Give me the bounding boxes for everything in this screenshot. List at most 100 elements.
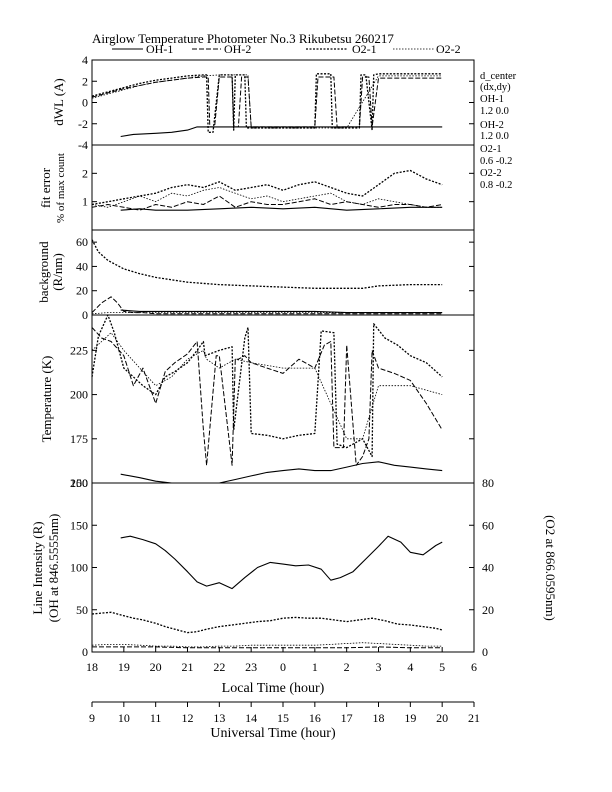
local-time-tick: 1 [312,660,318,674]
y-tick-label: 0 [82,645,88,659]
universal-time-tick: 16 [309,711,321,725]
side-entry-values: 1.2 0.0 [480,131,509,142]
y-axis-label: background [36,241,51,303]
universal-time-tick: 15 [277,711,289,725]
legend-label-o2-1: O2-1 [352,42,377,56]
series-o2-1-line [91,239,443,289]
universal-time-tick: 19 [404,711,416,725]
series-o2-2-line [91,332,443,440]
series-o2-1-line [91,73,443,133]
local-time-tick: 4 [407,660,413,674]
y-axis-label-2: (R/nm) [50,253,65,291]
series-oh-2-line [91,195,443,211]
y-tick-label: -4 [78,138,88,152]
universal-time-tick: 18 [373,711,385,725]
legend-label-oh-2: OH-2 [224,42,251,56]
chart-title: Airglow Temperature Photometer No.3 Riku… [92,31,394,46]
universal-time-tick: 9 [89,711,95,725]
y-axis-label: dWL (A) [51,78,66,126]
local-time-tick: 23 [245,660,257,674]
y-tick-label: 150 [70,518,88,532]
local-time-tick: 22 [213,660,225,674]
universal-time-tick: 14 [245,711,257,725]
side-header: d_center [480,71,517,82]
side-header-2: (dx,dy) [480,82,511,93]
series-oh-2-line [91,76,443,128]
local-time-tick: 21 [182,660,194,674]
series-o2-1-line [91,314,443,458]
universal-time-tick: 11 [150,711,162,725]
series-o2-2-line [91,187,443,208]
y-tick-label: -2 [78,117,88,131]
y2-tick-label: 0 [482,645,488,659]
y2-tick-label: 40 [482,561,494,575]
local-time-tick: 3 [376,660,382,674]
y-tick-label: 175 [70,432,88,446]
local-time-label: Local Time (hour) [222,681,325,696]
local-time-tick: 6 [471,660,477,674]
universal-time-label: Universal Time (hour) [210,726,336,741]
side-entry-name: O2-2 [480,168,502,179]
y2-tick-label: 20 [482,603,494,617]
y2-tick-label: 60 [482,518,494,532]
y-tick-label: 1 [82,195,88,209]
universal-time-tick: 17 [341,711,353,725]
y-axis-label: Temperature (K) [39,356,54,443]
side-entry-name: OH-1 [480,94,504,105]
universal-time-tick: 12 [182,711,194,725]
universal-time-tick: 21 [468,711,480,725]
local-time-tick: 5 [439,660,445,674]
local-time-tick: 20 [150,660,162,674]
y-tick-label: 200 [70,476,88,490]
series-oh-2-line [92,646,443,649]
series-oh-1-line [120,126,443,138]
y-tick-label: 50 [76,603,88,617]
side-labels: d_center(dx,dy)OH-11.2 0.0OH-21.2 0.0O2-… [480,71,517,191]
y-tick-label: 225 [70,343,88,357]
y-tick-label: 100 [70,561,88,575]
y-tick-label: 20 [76,284,88,298]
y-axis-label-right: (O2 at 866.0595nm) [543,515,558,621]
y2-tick-label: 80 [482,476,494,490]
series-oh-1-line [120,206,443,211]
panel-1: 4 2 0 -2 -4 dWL (A) [51,53,475,152]
series-o2-2-line [91,74,443,129]
panels: 4 20 -2 -4 dWL (A) 2 1 fit error% of max count 6… [30,53,558,659]
y-tick-label: 4 [82,53,88,67]
y-tick-label: 60 [76,235,88,249]
panel-4: 225 200 175 150 Temperature (K) [39,314,475,490]
y-axis-label-2: % of max count [55,153,67,223]
y-tick-label: 0 [82,308,88,322]
y-axis-label: Line Intensity (R) [30,521,45,614]
y-tick-label: 150 [70,476,88,490]
side-entry-name: OH-2 [480,120,504,131]
y-axis-label: fit error [38,167,53,208]
y-tick-label: 200 [70,388,88,402]
series-oh-2-line [91,296,443,315]
panel-frame [91,314,475,484]
legend: OH-1 OH-2 O2-1 O2-2 [112,42,461,56]
legend-label-o2-2: O2-2 [436,42,461,56]
side-entry-name: O2-1 [480,144,502,155]
local-time-tick: 19 [118,660,130,674]
y-tick-label: 2 [82,166,88,180]
side-entry-values: 0.6 -0.2 [480,156,512,167]
local-time-tick: 2 [344,660,350,674]
panel-3: 60 40 20 0 background (R/nm) [36,229,475,322]
panel-frame [91,229,475,316]
universal-time-tick: 13 [213,711,225,725]
local-time-tick: 0 [280,660,286,674]
series-o2-1-line [91,611,443,634]
y-tick-label: 0 [82,96,88,110]
series-oh-1-line [120,535,443,590]
series-o2-2-line [91,312,443,315]
panel-frame [91,59,475,146]
panel-frame [91,144,475,231]
series-oh-2-line [91,327,443,466]
side-entry-values: 0.8 -0.2 [480,180,512,191]
panel-frame [91,482,475,653]
panel-2: 2 1 fit error% of max count [38,144,475,231]
series-o2-1-line [91,169,443,206]
